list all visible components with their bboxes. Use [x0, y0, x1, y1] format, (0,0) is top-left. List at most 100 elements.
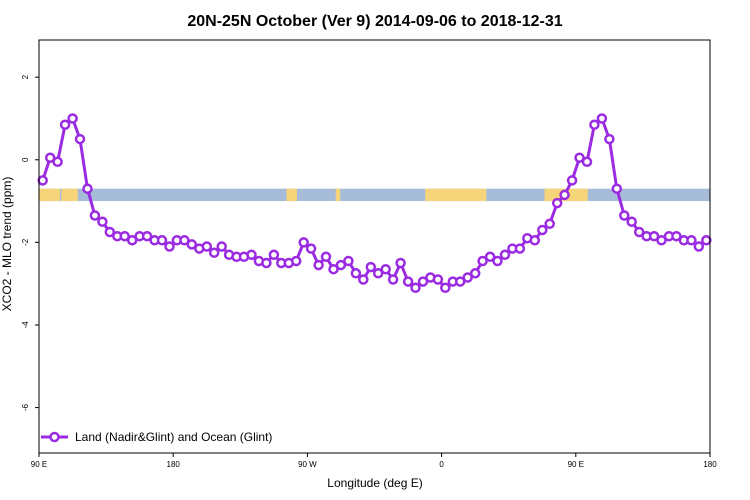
data-point — [358, 274, 369, 285]
data-point — [179, 235, 190, 246]
data-point — [328, 263, 339, 275]
data-point — [37, 175, 48, 186]
y-tick-label: 2 — [21, 74, 30, 79]
data-point — [611, 183, 623, 194]
data-point — [380, 263, 391, 275]
land-segment — [52, 188, 60, 202]
data-point — [350, 268, 362, 279]
data-point — [67, 113, 78, 124]
series-line — [41, 117, 708, 290]
y-axis: 2 0 -2 -4 -6 — [21, 74, 39, 411]
data-point — [529, 235, 541, 246]
data-point — [559, 189, 570, 201]
data-point — [469, 268, 481, 279]
data-point — [268, 249, 280, 261]
data-point — [119, 230, 130, 242]
data-point — [484, 251, 496, 263]
data-point — [305, 243, 317, 254]
y-axis-label: XCO2 - MLO trend (ppm) — [0, 177, 14, 312]
data-point — [298, 237, 309, 248]
legend-entry-label: Land (Nadir&Glint) and Ocean (Glint) — [75, 430, 272, 444]
x-tick-label: 90 E — [31, 460, 47, 469]
data-point — [82, 183, 93, 194]
data-point — [544, 218, 555, 230]
plot-frame — [38, 39, 711, 454]
data-point — [201, 241, 213, 252]
data-point — [208, 247, 220, 258]
data-point — [454, 276, 466, 287]
data-point — [216, 241, 227, 252]
data-point — [97, 216, 108, 227]
data-point — [313, 259, 324, 271]
land-segment — [39, 188, 53, 202]
y-tick-label: -4 — [21, 321, 30, 329]
chart-title: 20N-25N October (Ver 9) 2014-09-06 to 20… — [187, 13, 562, 30]
data-point — [186, 239, 198, 250]
data-point — [402, 276, 414, 287]
data-point — [656, 235, 667, 246]
land-ocean-strip — [39, 188, 710, 202]
data-point — [246, 249, 257, 261]
data-point — [320, 251, 332, 263]
land-segment — [286, 188, 297, 202]
data-point — [462, 272, 473, 283]
data-point — [59, 119, 71, 130]
y-tick-label: 0 — [21, 157, 30, 162]
data-point — [156, 235, 168, 246]
data-point — [44, 152, 56, 163]
data-point — [417, 276, 429, 287]
land-segment — [335, 188, 341, 202]
data-point — [566, 175, 578, 186]
data-point — [693, 241, 705, 252]
data-point — [387, 274, 399, 285]
x-tick-label: 90 E — [568, 460, 584, 469]
data-point — [290, 255, 302, 267]
data-point — [671, 230, 682, 242]
data-point — [619, 210, 630, 221]
data-point — [581, 156, 593, 168]
data-point — [410, 282, 421, 294]
data-point — [633, 226, 645, 238]
data-point — [537, 224, 548, 236]
data-point — [141, 230, 153, 242]
data-point — [261, 257, 272, 269]
data-point — [499, 249, 511, 261]
x-axis: 90 E 180 90 W 0 90 E 180 — [31, 453, 717, 469]
data-point — [432, 274, 444, 285]
x-tick-label: 0 — [439, 460, 444, 469]
data-point — [74, 133, 86, 145]
land-segment — [425, 188, 487, 202]
data-point — [626, 216, 637, 227]
data-point — [574, 152, 585, 163]
data-point — [604, 133, 615, 145]
data-point — [343, 255, 354, 267]
data-point — [589, 119, 600, 130]
data-point — [164, 241, 175, 252]
y-tick-label: -6 — [21, 403, 30, 411]
x-tick-label: 180 — [703, 460, 717, 469]
data-point — [596, 113, 608, 124]
y-tick-label: -2 — [21, 238, 30, 246]
data-point — [440, 282, 451, 294]
data-point — [551, 197, 563, 209]
data-point — [104, 226, 116, 238]
x-tick-label: 180 — [167, 460, 181, 469]
x-axis-label: Longitude (deg E) — [327, 476, 422, 490]
data-point — [395, 257, 406, 269]
data-point — [648, 230, 660, 242]
data-point — [52, 156, 63, 168]
data-point — [126, 235, 138, 246]
data-point — [372, 268, 384, 279]
ocean-band — [39, 188, 710, 202]
data-point — [365, 261, 377, 273]
data-point — [686, 235, 697, 246]
data-point — [89, 210, 101, 221]
data-point — [477, 255, 488, 267]
plot-series — [37, 113, 712, 294]
data-point — [335, 259, 347, 271]
data-point — [701, 235, 712, 246]
data-point — [492, 255, 503, 267]
legend-marker — [49, 431, 60, 443]
x-tick-label: 90 W — [298, 460, 317, 469]
